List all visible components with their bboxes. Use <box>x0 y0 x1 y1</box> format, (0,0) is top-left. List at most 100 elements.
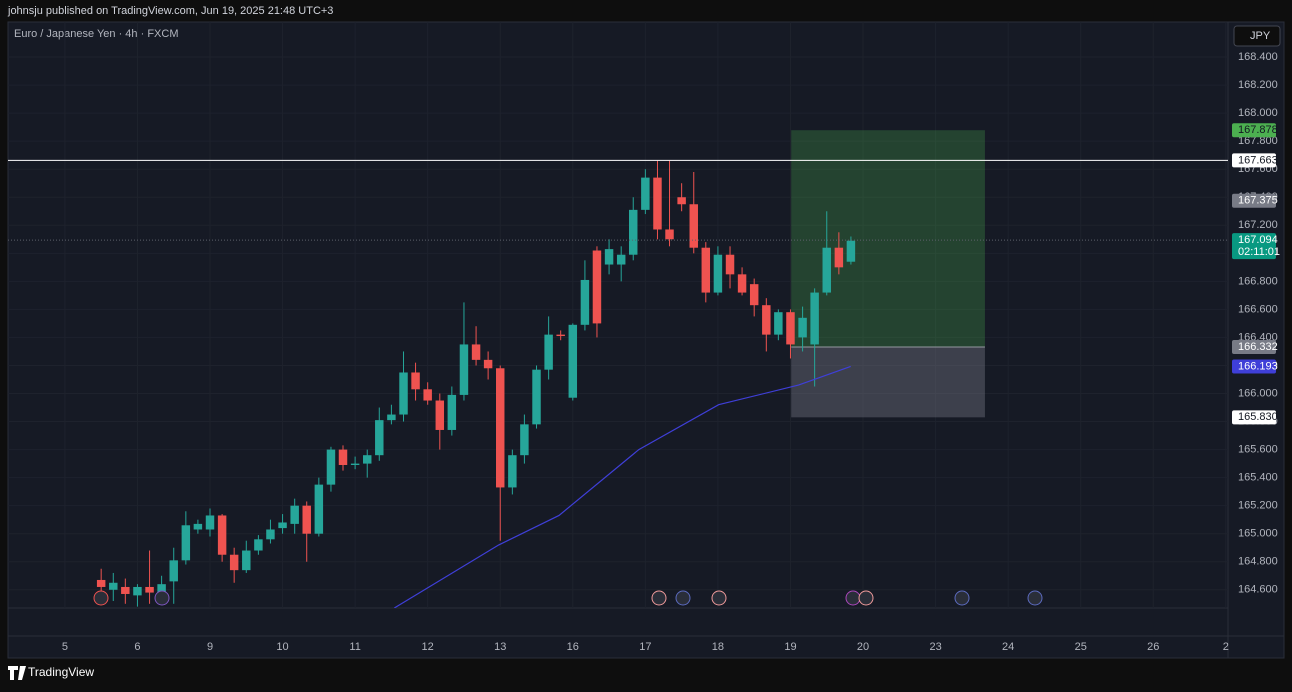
x-tick-label: 10 <box>276 641 288 653</box>
x-tick-label: 19 <box>784 641 796 653</box>
candle-body <box>653 177 662 230</box>
candle-body <box>411 372 420 390</box>
candle-body <box>774 312 783 335</box>
price-label-box <box>1232 359 1276 374</box>
candle-body <box>326 449 336 485</box>
candle-body <box>350 463 360 466</box>
header: johnsju published on TradingView.com, Ju… <box>7 5 333 17</box>
candle-body <box>616 254 626 265</box>
brand: TradingView <box>28 665 94 679</box>
candle-body <box>205 515 215 530</box>
y-tick-label: 167.200 <box>1238 219 1278 231</box>
candle-body <box>592 250 602 324</box>
candle-body <box>290 505 299 524</box>
candle-body <box>181 525 191 561</box>
candle-body <box>109 582 118 590</box>
profit-zone <box>791 130 985 347</box>
candle-body <box>713 254 723 293</box>
currency-button[interactable] <box>1233 25 1281 47</box>
candle-body <box>544 334 553 370</box>
candle-body <box>798 317 807 338</box>
currency-label[interactable]: JPY <box>1250 30 1271 42</box>
candle-body <box>508 455 517 488</box>
price-label: 167.663 <box>1238 154 1278 166</box>
candle-body <box>604 249 614 265</box>
price-label-box <box>1232 153 1276 168</box>
candle-body <box>822 247 831 293</box>
y-tick-label: 166.600 <box>1238 303 1278 315</box>
y-tick-label: 164.600 <box>1238 584 1278 596</box>
candle-body <box>532 369 541 425</box>
candle-body <box>846 240 856 262</box>
candle-body <box>762 305 771 335</box>
candle-body <box>157 584 166 593</box>
price-label: 167.375 <box>1238 195 1278 207</box>
candle-body <box>169 560 178 582</box>
candle-body <box>556 334 565 337</box>
x-tick-label: 6 <box>134 641 140 653</box>
chart-panel <box>7 21 1285 659</box>
price-label: 166.193 <box>1238 360 1278 372</box>
candle-body <box>496 368 505 488</box>
x-tick-label: 20 <box>857 641 869 653</box>
y-tick-label: 164.800 <box>1238 556 1278 568</box>
candle-body <box>520 424 529 456</box>
candle-body <box>193 523 203 530</box>
plot-area <box>8 22 1228 608</box>
candle-body <box>677 197 686 205</box>
y-tick-label: 168.200 <box>1238 79 1278 91</box>
candle-body <box>471 344 481 360</box>
price-label-box <box>1232 233 1276 260</box>
moving-average <box>393 365 851 608</box>
y-tick-label: 165.600 <box>1238 443 1278 455</box>
candle-body <box>810 292 819 345</box>
symbol-title: Euro / Japanese Yen · 4h · FXCM <box>14 28 178 40</box>
candle-body <box>229 554 239 571</box>
event-icon[interactable] <box>154 590 170 606</box>
event-icon[interactable] <box>845 590 861 606</box>
event-icon[interactable] <box>675 590 691 606</box>
candle-body <box>447 394 457 430</box>
candle-body <box>375 420 384 456</box>
candle-body <box>786 312 795 345</box>
candle-body <box>217 515 227 555</box>
y-tick-label: 165.400 <box>1238 472 1278 484</box>
candle-body <box>665 229 674 240</box>
x-tick-label: 5 <box>62 641 68 653</box>
candle-body <box>701 247 711 293</box>
x-tick-label: 17 <box>639 641 651 653</box>
candle-body <box>133 586 142 596</box>
candle-body <box>483 359 493 369</box>
event-icons <box>93 590 1043 606</box>
candle-body <box>363 455 372 464</box>
brand-logo <box>8 666 26 680</box>
y-tick-label: 165.200 <box>1238 500 1278 512</box>
event-icon[interactable] <box>954 590 970 606</box>
candle-body <box>399 372 408 415</box>
candle-body <box>121 586 130 594</box>
price-label: 167.094 <box>1238 234 1278 246</box>
price-label-box <box>1232 123 1276 138</box>
loss-zone <box>791 346 985 418</box>
y-tick-label: 167.800 <box>1238 135 1278 147</box>
event-icon[interactable] <box>1027 590 1043 606</box>
x-tick-label: 12 <box>422 641 434 653</box>
x-tick-label: 11 <box>349 641 360 653</box>
event-icon[interactable] <box>858 590 874 606</box>
x-tick-label: 24 <box>1002 641 1014 653</box>
y-tick-label: 165.000 <box>1238 528 1278 540</box>
x-tick-label: 9 <box>207 641 213 653</box>
x-tick-label: 23 <box>929 641 941 653</box>
event-icon[interactable] <box>93 590 109 606</box>
y-tick-label: 168.400 <box>1238 51 1278 63</box>
event-icon[interactable] <box>651 590 667 606</box>
x-tick-label: 18 <box>712 641 724 653</box>
candle-body <box>278 522 287 529</box>
candle-body <box>338 449 348 466</box>
event-icon[interactable] <box>711 590 727 606</box>
price-label: 166.332 <box>1238 341 1278 353</box>
candle-body <box>266 529 275 540</box>
price-label: 165.830 <box>1238 411 1278 423</box>
countdown: 02:11:01 <box>1238 246 1280 258</box>
